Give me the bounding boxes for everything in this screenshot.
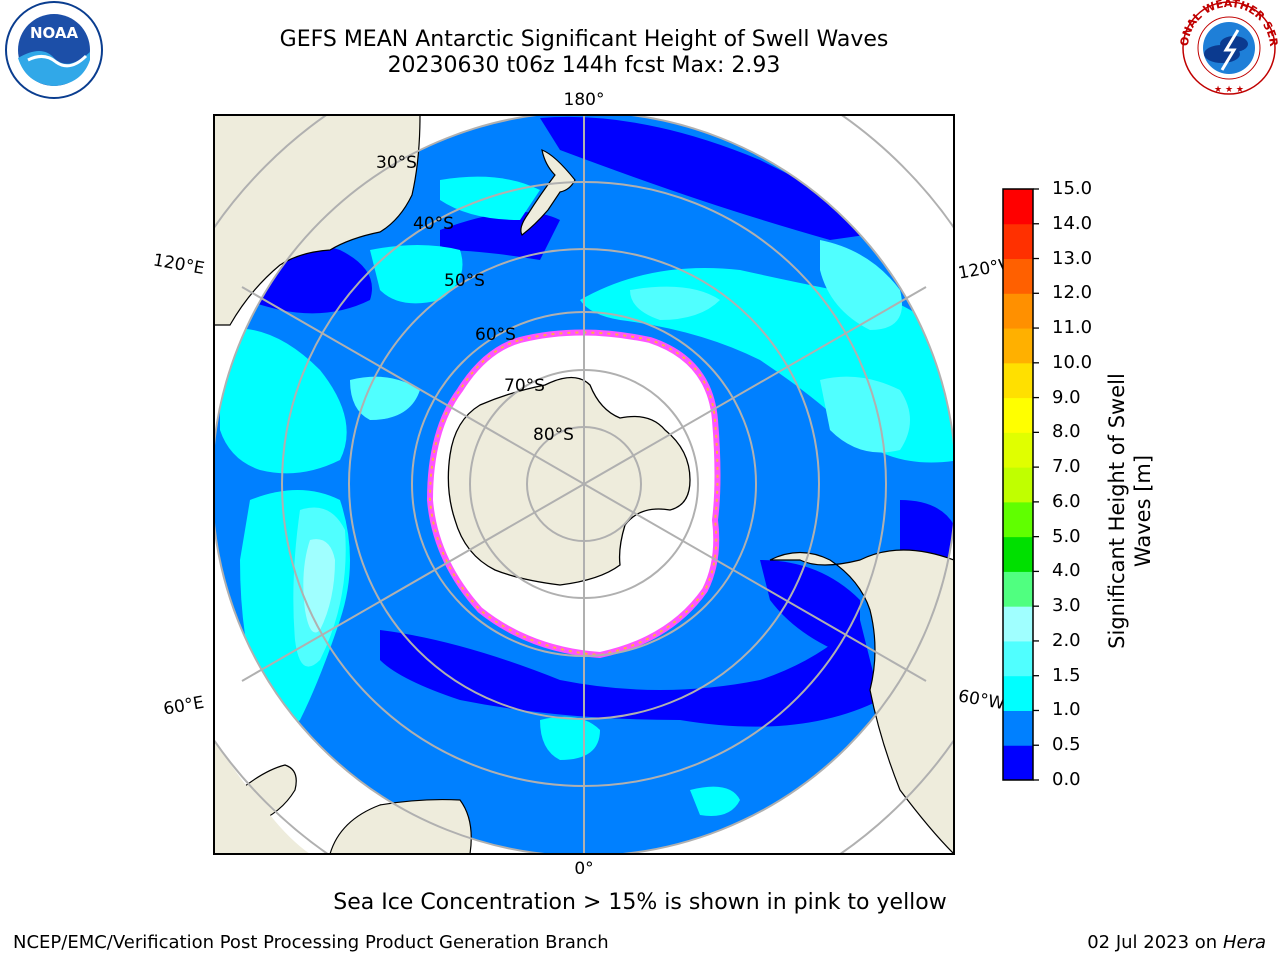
date-text: 02 Jul 2023 on — [1087, 932, 1223, 953]
machine-name: Hera — [1222, 932, 1266, 953]
colorbar-tick-label: 5.0 — [1052, 525, 1081, 547]
colorbar-tick-label: 6.0 — [1052, 490, 1081, 512]
lat-label-80s: 80°S — [533, 425, 574, 445]
colorbar-bin — [1003, 745, 1033, 781]
africa — [329, 798, 472, 854]
colorbar-tick-label: 8.0 — [1052, 421, 1081, 443]
date-stamp: 02 Jul 2023 on Hera — [1087, 932, 1266, 953]
south-america — [769, 549, 954, 854]
colorbar-tick-label: 1.5 — [1052, 664, 1081, 686]
colorbar — [1003, 189, 1033, 781]
lat-label-40s: 40°S — [413, 214, 454, 234]
colorbar-tick-label: 3.0 — [1052, 595, 1081, 617]
colorbar-tick-label: 14.0 — [1052, 212, 1093, 234]
lat-label-30s: 30°S — [376, 153, 417, 173]
lat-label-60s: 60°S — [475, 325, 516, 345]
colorbar-tick-label: 0.5 — [1052, 734, 1081, 756]
lon-label-120e: 120°E — [152, 250, 206, 279]
credit-text: NCEP/EMC/Verification Post Processing Pr… — [13, 932, 609, 953]
lat-label-70s: 70°S — [504, 376, 545, 396]
lon-label-180: 180° — [564, 90, 605, 110]
colorbar-tick-label: 0.0 — [1052, 769, 1081, 790]
map-panel: 30°S 40°S 50°S 60°S 70°S 80°S — [214, 115, 954, 854]
colorbar-bin — [1003, 362, 1033, 399]
nws-logo: NATIONAL WEATHER SERVICE ★ ★ ★ — [1178, 0, 1280, 95]
lon-label-60e: 60°E — [162, 693, 206, 720]
colorbar-bin — [1003, 640, 1033, 677]
colorbar-tick-label: 12.0 — [1052, 282, 1093, 304]
colorbar-bin — [1003, 536, 1033, 572]
colorbar-bin — [1003, 432, 1033, 468]
colorbar-bin — [1003, 258, 1033, 294]
colorbar-bin — [1003, 571, 1033, 607]
colorbar-bin — [1003, 467, 1033, 503]
colorbar-bin — [1003, 710, 1033, 746]
noaa-logo-text: NOAA — [30, 24, 79, 42]
noaa-logo: NOAA — [5, 1, 103, 99]
colorbar-bin — [1003, 606, 1033, 642]
colorbar-tick-label: 15.0 — [1052, 178, 1093, 199]
new-zealand — [520, 149, 576, 236]
colorbar-bin — [1003, 223, 1033, 260]
lon-label-60w: 60°W — [957, 686, 1007, 714]
colorbar-bin — [1003, 328, 1033, 364]
lat-label-50s: 50°S — [444, 271, 485, 291]
sea-ice-note: Sea Ice Concentration > 15% is shown in … — [333, 890, 947, 915]
colorbar-bin — [1003, 397, 1033, 433]
colorbar-tick-label: 11.0 — [1052, 317, 1093, 339]
colorbar-tick-label: 1.0 — [1052, 699, 1081, 721]
antarctica — [447, 376, 691, 586]
svg-text:★ ★ ★: ★ ★ ★ — [1214, 85, 1244, 95]
map-title: GEFS MEAN Antarctic Significant Height o… — [279, 27, 889, 52]
colorbar-tick-label: 2.0 — [1052, 629, 1081, 651]
map-frame — [213, 114, 955, 855]
graticule — [214, 115, 954, 854]
map-subtitle: 20230630 t06z 144h fcst Max: 2.93 — [387, 53, 781, 78]
colorbar-bin — [1003, 293, 1033, 329]
colorbar-ticks — [1033, 188, 1039, 781]
colorbar-bin — [1003, 501, 1033, 538]
colorbar-tick-label: 4.0 — [1052, 560, 1081, 582]
colorbar-tick-label: 9.0 — [1052, 386, 1081, 408]
colorbar-tick-label: 7.0 — [1052, 456, 1081, 478]
colorbar-tick-label: 13.0 — [1052, 247, 1093, 269]
colorbar-tick-label: 10.0 — [1052, 351, 1093, 373]
colorbar-frame — [1002, 188, 1034, 781]
colorbar-bin — [1003, 675, 1033, 711]
colorbar-title: Significant Height of Swell Waves [m] — [1105, 373, 1155, 649]
colorbar-bin — [1003, 189, 1033, 225]
lon-label-0: 0° — [574, 859, 593, 879]
